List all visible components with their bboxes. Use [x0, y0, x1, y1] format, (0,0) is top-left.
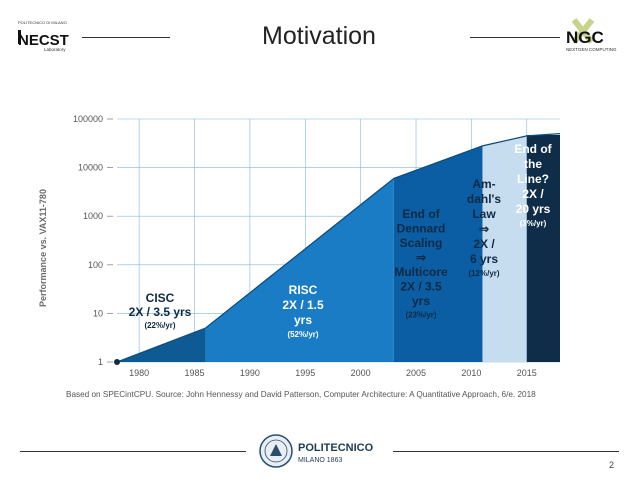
y-tick-label-1: 10: [93, 308, 103, 318]
region-dennard: [393, 145, 483, 362]
header-rule-right: [470, 37, 560, 38]
footer-rule-right: [393, 451, 619, 452]
ngc-logo: NGC NEXTGEN COMPUTING: [566, 18, 617, 52]
performance-line: [116, 133, 561, 363]
y-tick-label-4: 10000: [78, 163, 103, 173]
region-label-4-line-2: Line?: [517, 172, 549, 186]
start-point: [114, 359, 120, 365]
x-tick-label-4: 2000: [351, 368, 371, 378]
necst-logo-top: POLITECNICO DI MILANO: [18, 20, 67, 25]
region-label-2-line-3: ⇒: [416, 251, 426, 265]
chart-caption: Based on SPECintCPU. Source: John Hennes…: [66, 390, 536, 399]
x-tick-label-0: 1980: [129, 368, 149, 378]
x-tick-label-7: 2015: [517, 368, 537, 378]
region-end-of-line: [526, 135, 560, 362]
region-label-2-line-2: Scaling: [400, 236, 443, 250]
region-label-1-line-0: RISC: [289, 283, 318, 297]
region-label-0-line-0: CISC: [146, 291, 175, 305]
region-label-4-line-4: 20 yrs: [516, 202, 551, 216]
region-label-3-line-0: Am-: [472, 177, 495, 191]
y-tick-label-3: 1000: [83, 211, 103, 221]
page-number: 2: [608, 460, 614, 470]
region-label-1-line-1: 2X / 1.5: [282, 298, 324, 312]
politecnico-logo-name: POLITECNICO: [298, 442, 374, 454]
y-tick-label-2: 100: [88, 260, 103, 270]
ngc-logo-sub: NEXTGEN COMPUTING: [566, 47, 617, 52]
region-label-2-line-5: 2X / 3.5: [400, 280, 442, 294]
necst-logo-main: NECST: [18, 32, 69, 49]
x-tick-label-3: 1995: [295, 368, 315, 378]
region-label-2-line-1: Dennard: [397, 222, 446, 236]
region-label-4-line-3: 2X /: [522, 187, 544, 201]
x-tick-label-5: 2005: [406, 368, 426, 378]
x-tick-label-2: 1990: [240, 368, 260, 378]
region-label-1-line-2: yrs: [294, 313, 312, 327]
region-label-0-line-1: 2X / 3.5 yrs: [129, 305, 192, 319]
politecnico-logo: POLITECNICO MILANO 1863: [259, 434, 374, 468]
region-label-3-line-5: 6 yrs: [470, 252, 498, 266]
region-label-3-rate: (12%/yr): [468, 269, 499, 278]
region-label-3-line-1: dahl's: [467, 192, 502, 206]
region-label-2-line-4: Multicore: [394, 265, 448, 279]
region-label-3-line-3: ⇒: [479, 222, 489, 236]
region-label-4-line-1: the: [524, 157, 542, 171]
header-rule-left: [82, 37, 170, 38]
region-label-3-line-4: 2X /: [473, 237, 495, 251]
region-label-2-line-0: End of: [402, 207, 440, 221]
chart-area: [114, 133, 561, 365]
region-risc: [205, 178, 394, 362]
politecnico-logo-sub: MILANO 1863: [298, 457, 342, 464]
region-label-4-rate: (3%/yr): [520, 219, 547, 228]
x-tick-label-1: 1985: [185, 368, 205, 378]
chart-axes: 1 10 100 1000 10000 100000 1980 1985 1990 1995 200…: [73, 114, 537, 378]
region-label-2-line-6: yrs: [412, 294, 430, 308]
slide-title: Motivation: [262, 22, 376, 50]
region-label-3-line-2: Law: [472, 207, 496, 221]
region-label-2-rate: (23%/yr): [405, 311, 436, 320]
x-tick-label-6: 2010: [461, 368, 481, 378]
ngc-logo-main: NGC: [566, 28, 604, 47]
necst-logo: POLITECNICO DI MILANO NECST Laboratory: [18, 20, 69, 52]
y-tick-label-0: 1: [98, 357, 103, 367]
region-amdahl: [482, 135, 527, 362]
necst-logo-sub: Laboratory: [44, 47, 66, 52]
region-label-0-rate: (22%/yr): [144, 321, 175, 330]
y-axis-label: Performance vs. VAX11-780: [38, 189, 48, 307]
y-tick-label-5: 100000: [73, 114, 103, 124]
region-label-4-line-0: End of: [514, 142, 552, 156]
region-label-1-rate: (52%/yr): [287, 330, 318, 339]
footer-rule-left: [20, 451, 246, 452]
